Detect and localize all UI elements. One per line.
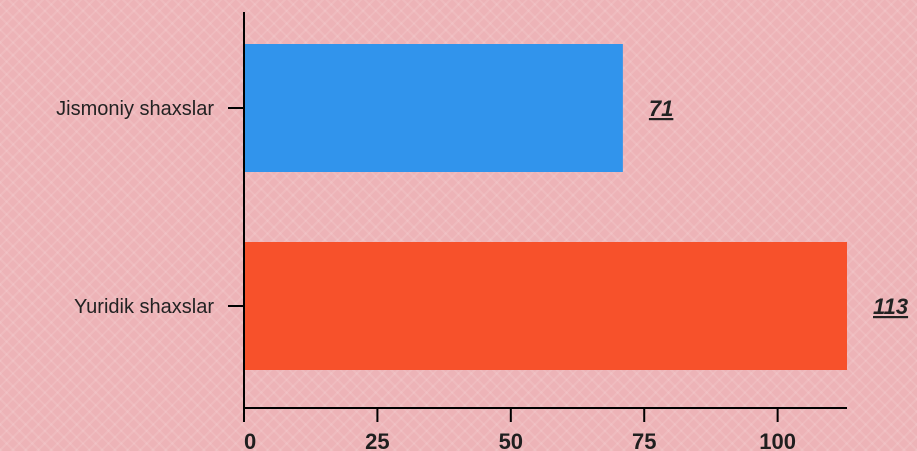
value-label-yuridik-shaxslar: 113 — [873, 294, 908, 319]
value-label-jismoniy-shaxslar: 71 — [649, 96, 673, 121]
y-ticks-group: Jismoniy shaxslar Yuridik shaxslar — [56, 98, 244, 318]
category-label-yuridik-shaxslar: Yuridik shaxslar — [74, 296, 214, 318]
x-tick-label: 0 — [244, 429, 256, 451]
x-tick-label: 50 — [499, 429, 523, 451]
bar-jismoniy-shaxslar — [244, 44, 623, 172]
bar-yuridik-shaxslar — [244, 242, 847, 370]
x-tick-label: 100 — [759, 429, 796, 451]
category-label-jismoniy-shaxslar: Jismoniy shaxslar — [56, 98, 214, 120]
x-tick-label: 75 — [632, 429, 656, 451]
x-tick-label: 25 — [365, 429, 389, 451]
x-ticks-group: 0 25 50 75 100 — [243, 408, 796, 451]
bars-group — [244, 44, 847, 370]
value-labels-group: 71 113 — [649, 96, 908, 319]
